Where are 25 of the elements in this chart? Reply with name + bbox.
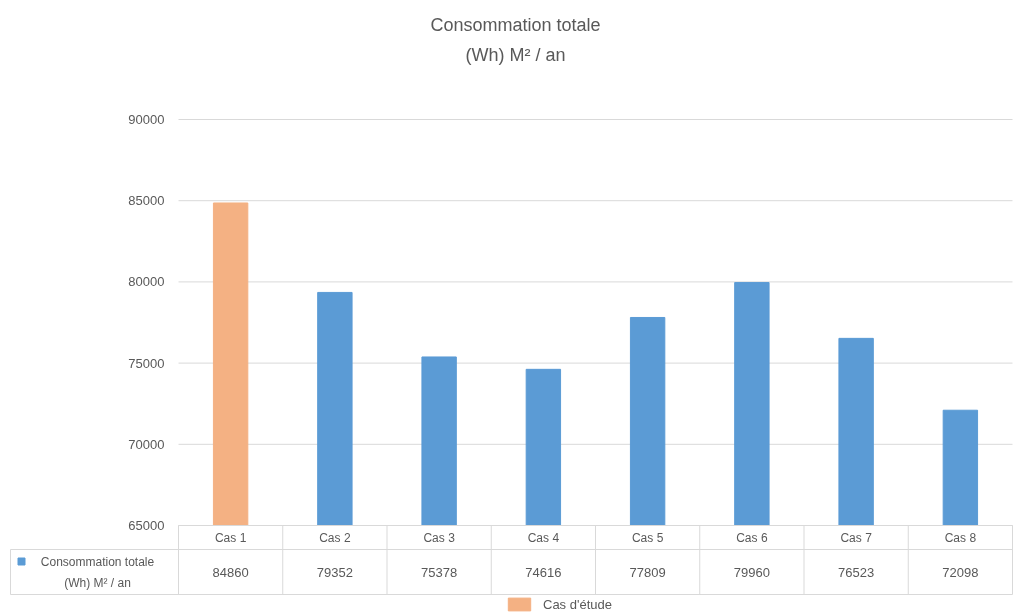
x-tick-label: Cas 6 <box>736 530 768 545</box>
data-label: 75378 <box>421 564 458 580</box>
y-tick-label: 65000 <box>128 518 165 533</box>
x-tick-label: Cas 7 <box>840 530 873 545</box>
y-tick-label: 80000 <box>128 274 165 290</box>
data-label: 79352 <box>316 564 353 580</box>
data-label: 77809 <box>629 564 666 580</box>
x-tick-label: Cas 1 <box>214 530 247 545</box>
y-tick-label: 70000 <box>128 436 165 452</box>
x-tick-label: Cas 2 <box>319 530 351 545</box>
legend-label: Cas d'étude <box>543 596 612 612</box>
y-tick-label: 85000 <box>128 193 165 209</box>
data-label: 72098 <box>942 564 979 580</box>
x-tick-label: Cas 4 <box>527 530 560 545</box>
x-tick-label: Cas 5 <box>631 530 664 545</box>
data-label: 76523 <box>838 564 875 580</box>
data-label: 74616 <box>525 564 562 580</box>
legend-label: Consommation totale (Wh) M² / an <box>40 554 155 590</box>
data-label: 79960 <box>733 564 770 580</box>
y-tick-label: 90000 <box>128 112 165 127</box>
x-tick-label: Cas 8 <box>944 530 977 545</box>
chart-title: Consommation totale (Wh) M² / an <box>430 14 601 65</box>
x-tick-label: Cas 3 <box>423 530 456 545</box>
y-tick-label: 75000 <box>128 355 165 371</box>
data-label: 84860 <box>212 564 249 580</box>
